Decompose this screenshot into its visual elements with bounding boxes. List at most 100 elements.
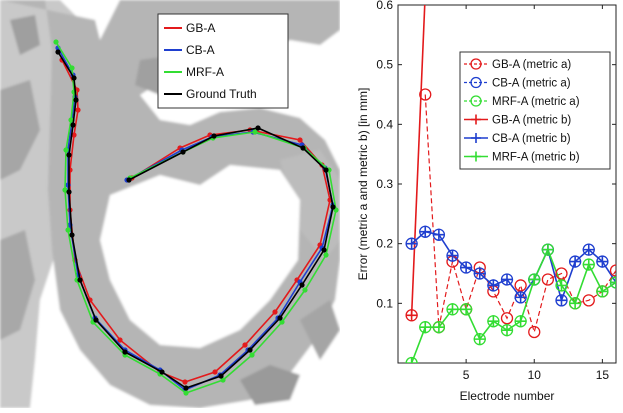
trajectory-point — [55, 49, 61, 55]
data-point-plus — [460, 303, 473, 316]
series-line-5 — [410, 247, 616, 363]
trajectory-point — [69, 232, 75, 238]
trajectory-point — [62, 187, 68, 193]
trajectory-point — [220, 377, 226, 383]
legend-label: MRF-A — [186, 65, 224, 79]
error-series — [405, 5, 616, 363]
data-point-plus — [446, 249, 459, 262]
legend-label: CB-A — [186, 43, 215, 57]
trajectory-point — [63, 147, 69, 153]
trajectory-point — [277, 315, 283, 321]
data-point-plus — [514, 291, 527, 304]
trajectory-point — [272, 309, 278, 315]
trajectory-point — [323, 167, 329, 173]
legend-label: GB-A (metric a) — [492, 59, 571, 71]
trajectory-point — [182, 379, 188, 385]
data-point-plus — [541, 243, 554, 256]
x-tick-label: 5 — [463, 368, 470, 382]
error-panel: 5 10 15 0.1 0.2 0.3 0.4 0.5 0.6 GB-A (metric a) C… — [340, 0, 623, 408]
trajectory-point — [330, 204, 336, 210]
trajectory-point — [117, 337, 123, 343]
trajectory-point — [302, 287, 308, 293]
data-point-plus — [432, 228, 445, 241]
trajectory-point — [122, 349, 128, 355]
trajectory-point — [73, 97, 79, 103]
data-point-circle — [609, 264, 616, 277]
trajectory-point — [68, 117, 74, 123]
data-point-plus — [582, 243, 595, 256]
trajectory-point — [66, 152, 72, 158]
data-point-circle — [582, 294, 595, 307]
trajectory-point — [183, 385, 189, 391]
trajectory-point — [297, 137, 303, 143]
trajectory-point — [218, 373, 224, 379]
trajectory-point — [70, 122, 76, 128]
data-point-plus — [569, 255, 582, 268]
data-point-plus — [432, 321, 445, 334]
trajectory-point — [93, 317, 99, 323]
data-point-plus — [528, 273, 541, 286]
data-point-plus — [487, 315, 500, 328]
legend-label: Ground Truth — [186, 87, 257, 101]
data-point-plus — [582, 258, 595, 271]
trajectory-line-3 — [57, 51, 334, 389]
trajectory-point — [66, 189, 72, 195]
trajectory-point — [71, 75, 77, 81]
data-point-circle — [419, 88, 432, 101]
data-point-circle — [528, 325, 541, 339]
series-line-3 — [410, 5, 426, 316]
legend-swatch-marker — [471, 114, 481, 125]
data-point-plus — [473, 333, 486, 346]
series-line-4 — [411, 230, 616, 304]
legend-label: GB-A — [186, 21, 215, 35]
legend-box — [459, 51, 611, 170]
data-point-plus — [405, 237, 418, 250]
data-point-plus — [610, 276, 616, 289]
data-point-plus — [446, 303, 459, 316]
trajectory-point — [65, 182, 71, 188]
error-chart: 5 10 15 0.1 0.2 0.3 0.4 0.5 0.6 GB-A (metric a) C… — [356, 0, 617, 403]
trajectory-legend: GB-A CB-A MRF-A Ground Truth — [157, 13, 289, 109]
trajectory-point — [75, 107, 81, 113]
trajectory-point — [255, 125, 261, 131]
trajectory-point — [279, 319, 285, 325]
trajectory-point — [249, 352, 255, 358]
trajectory-point — [65, 227, 71, 233]
legend-swatch-marker — [470, 76, 482, 89]
data-point-plus — [405, 357, 418, 363]
data-point-plus — [460, 261, 473, 274]
trajectory-point — [252, 129, 258, 135]
error-axes: 5 10 15 0.1 0.2 0.3 0.4 0.5 0.6 — [376, 0, 616, 382]
legend-swatch-marker — [471, 133, 481, 143]
y-tick-label: 0.6 — [376, 0, 393, 12]
trajectory-point — [159, 369, 165, 375]
trajectory-lines — [53, 39, 339, 396]
data-point-plus — [419, 225, 432, 238]
y-tick-label: 0.4 — [376, 117, 393, 131]
trajectory-point — [299, 282, 305, 288]
legend-label: CB-A (metric b) — [492, 133, 571, 145]
x-tick-label: 10 — [528, 368, 542, 382]
data-point-plus — [596, 255, 609, 268]
trajectory-point — [71, 132, 77, 138]
y-tick-label: 0.1 — [376, 296, 393, 310]
y-tick-label: 0.5 — [376, 58, 393, 72]
data-point-plus — [419, 321, 432, 334]
trajectory-point — [53, 39, 59, 45]
legend-swatch-marker — [471, 151, 481, 162]
trajectory-point — [77, 277, 83, 283]
data-point-plus — [405, 309, 418, 322]
x-tick-label: 15 — [596, 368, 610, 382]
legend-swatch-marker — [470, 58, 482, 70]
trajectory-point — [323, 252, 329, 258]
trajectory-panel: GB-A CB-A MRF-A Ground Truth — [0, 0, 340, 408]
trajectory-point — [69, 65, 75, 71]
error-legend: GB-A (metric a) CB-A (metric a) MRF-A (met… — [459, 51, 611, 170]
series-group — [405, 5, 616, 363]
data-point-plus — [514, 315, 527, 328]
data-point-plus — [487, 279, 500, 292]
y-tick-label: 0.2 — [376, 237, 393, 251]
data-point-plus — [555, 279, 568, 292]
trajectory-point — [126, 177, 132, 183]
data-point-circle — [555, 267, 568, 280]
